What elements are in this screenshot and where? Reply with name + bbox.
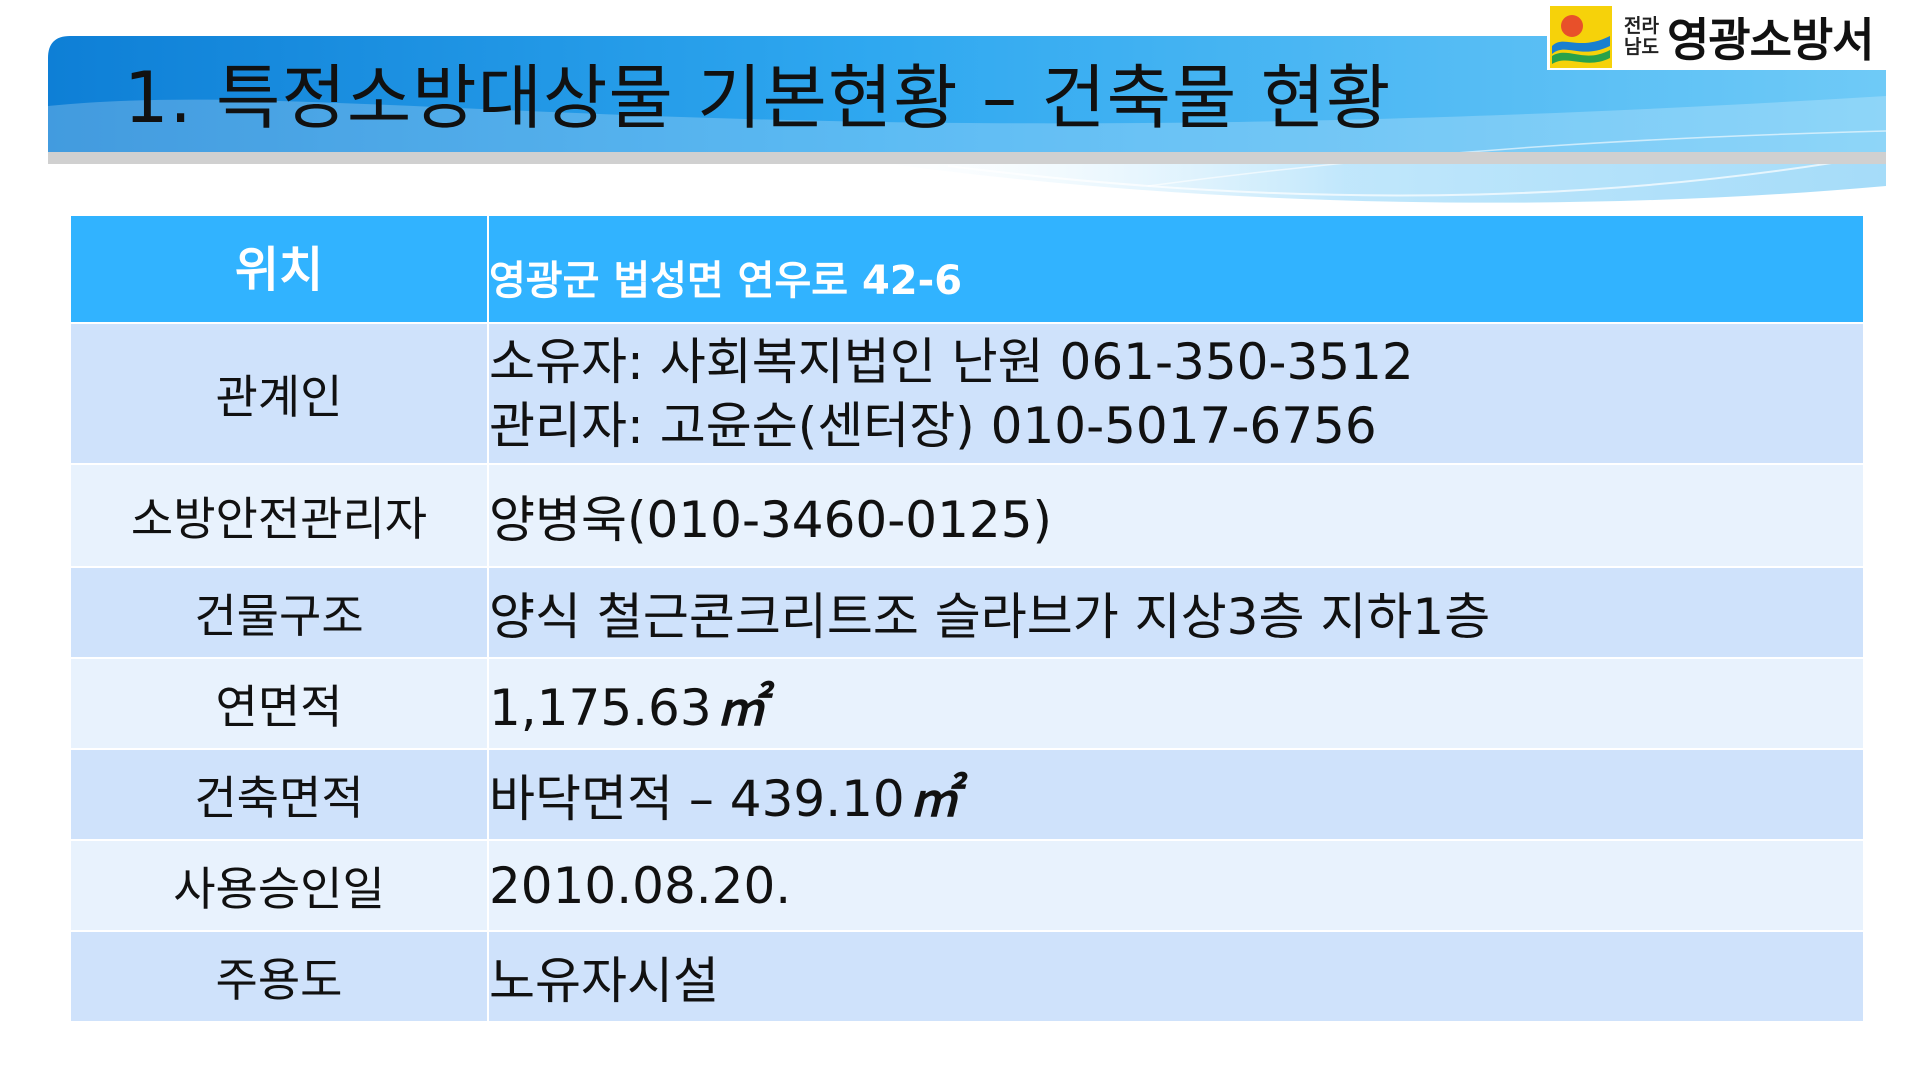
table-row-approval-date: 사용승인일 2010.08.20. — [69, 839, 1865, 932]
logo-region-line2: 남도 — [1624, 36, 1659, 58]
row-value: 바닥면적 – 439.10㎡ — [487, 748, 1865, 841]
table-row-main-use: 주용도 노유자시설 — [69, 930, 1865, 1023]
row-label: 위치 — [69, 214, 489, 324]
logo-region-text: 전라 남도 — [1624, 16, 1659, 58]
owner-line: 소유자: 사회복지법인 난원 061-350-3512 — [489, 332, 1414, 391]
emblem-icon — [1550, 6, 1612, 68]
row-value: 2010.08.20. — [487, 839, 1865, 932]
table-row-stakeholders: 관계인 소유자: 사회복지법인 난원 061-350-3512 관리자: 고윤순… — [69, 322, 1865, 465]
building-info-table: 위치 영광군 법성면 연우로 42-6 관계인 소유자: 사회복지법인 난원 0… — [69, 214, 1865, 1023]
table-row-total-floor-area: 연면적 1,175.63㎡ — [69, 657, 1865, 750]
table-row-building-structure: 건물구조 양식 철근콘크리트조 슬라브가 지상3층 지하1층 — [69, 566, 1865, 659]
area-unit: ㎡ — [908, 769, 959, 828]
table-row-building-area: 건축면적 바닥면적 – 439.10㎡ — [69, 748, 1865, 841]
row-label: 관계인 — [69, 322, 489, 465]
area-value: 바닥면적 – 439.10 — [489, 769, 905, 828]
row-label: 건물구조 — [69, 566, 489, 659]
row-value: 소유자: 사회복지법인 난원 061-350-3512 관리자: 고윤순(센터장… — [487, 322, 1865, 465]
organization-logo: 전라 남도 영광소방서 — [1547, 4, 1911, 70]
manager-line: 관리자: 고윤순(센터장) 010-5017-6756 — [489, 396, 1377, 455]
row-label: 주용도 — [69, 930, 489, 1023]
title-banner — [48, 36, 1886, 210]
row-value: 양병욱(010-3460-0125) — [487, 463, 1865, 568]
row-label: 사용승인일 — [69, 839, 489, 932]
logo-region-line1: 전라 — [1624, 15, 1659, 37]
row-label: 연면적 — [69, 657, 489, 750]
area-unit: ㎡ — [715, 678, 766, 737]
logo-name: 영광소방서 — [1666, 13, 1875, 67]
table-row-fire-safety-manager: 소방안전관리자 양병욱(010-3460-0125) — [69, 463, 1865, 568]
area-value: 1,175.63 — [489, 678, 712, 737]
row-label: 건축면적 — [69, 748, 489, 841]
row-value: 영광군 법성면 연우로 42-6 — [487, 214, 1865, 324]
table-row-location: 위치 영광군 법성면 연우로 42-6 — [69, 214, 1865, 324]
row-value: 양식 철근콘크리트조 슬라브가 지상3층 지하1층 — [487, 566, 1865, 659]
page-title: 1. 특정소방대상물 기본현황 – 건축물 현황 — [124, 57, 1392, 139]
row-value: 1,175.63㎡ — [487, 657, 1865, 750]
row-value: 노유자시설 — [487, 930, 1865, 1023]
row-label: 소방안전관리자 — [69, 463, 489, 568]
